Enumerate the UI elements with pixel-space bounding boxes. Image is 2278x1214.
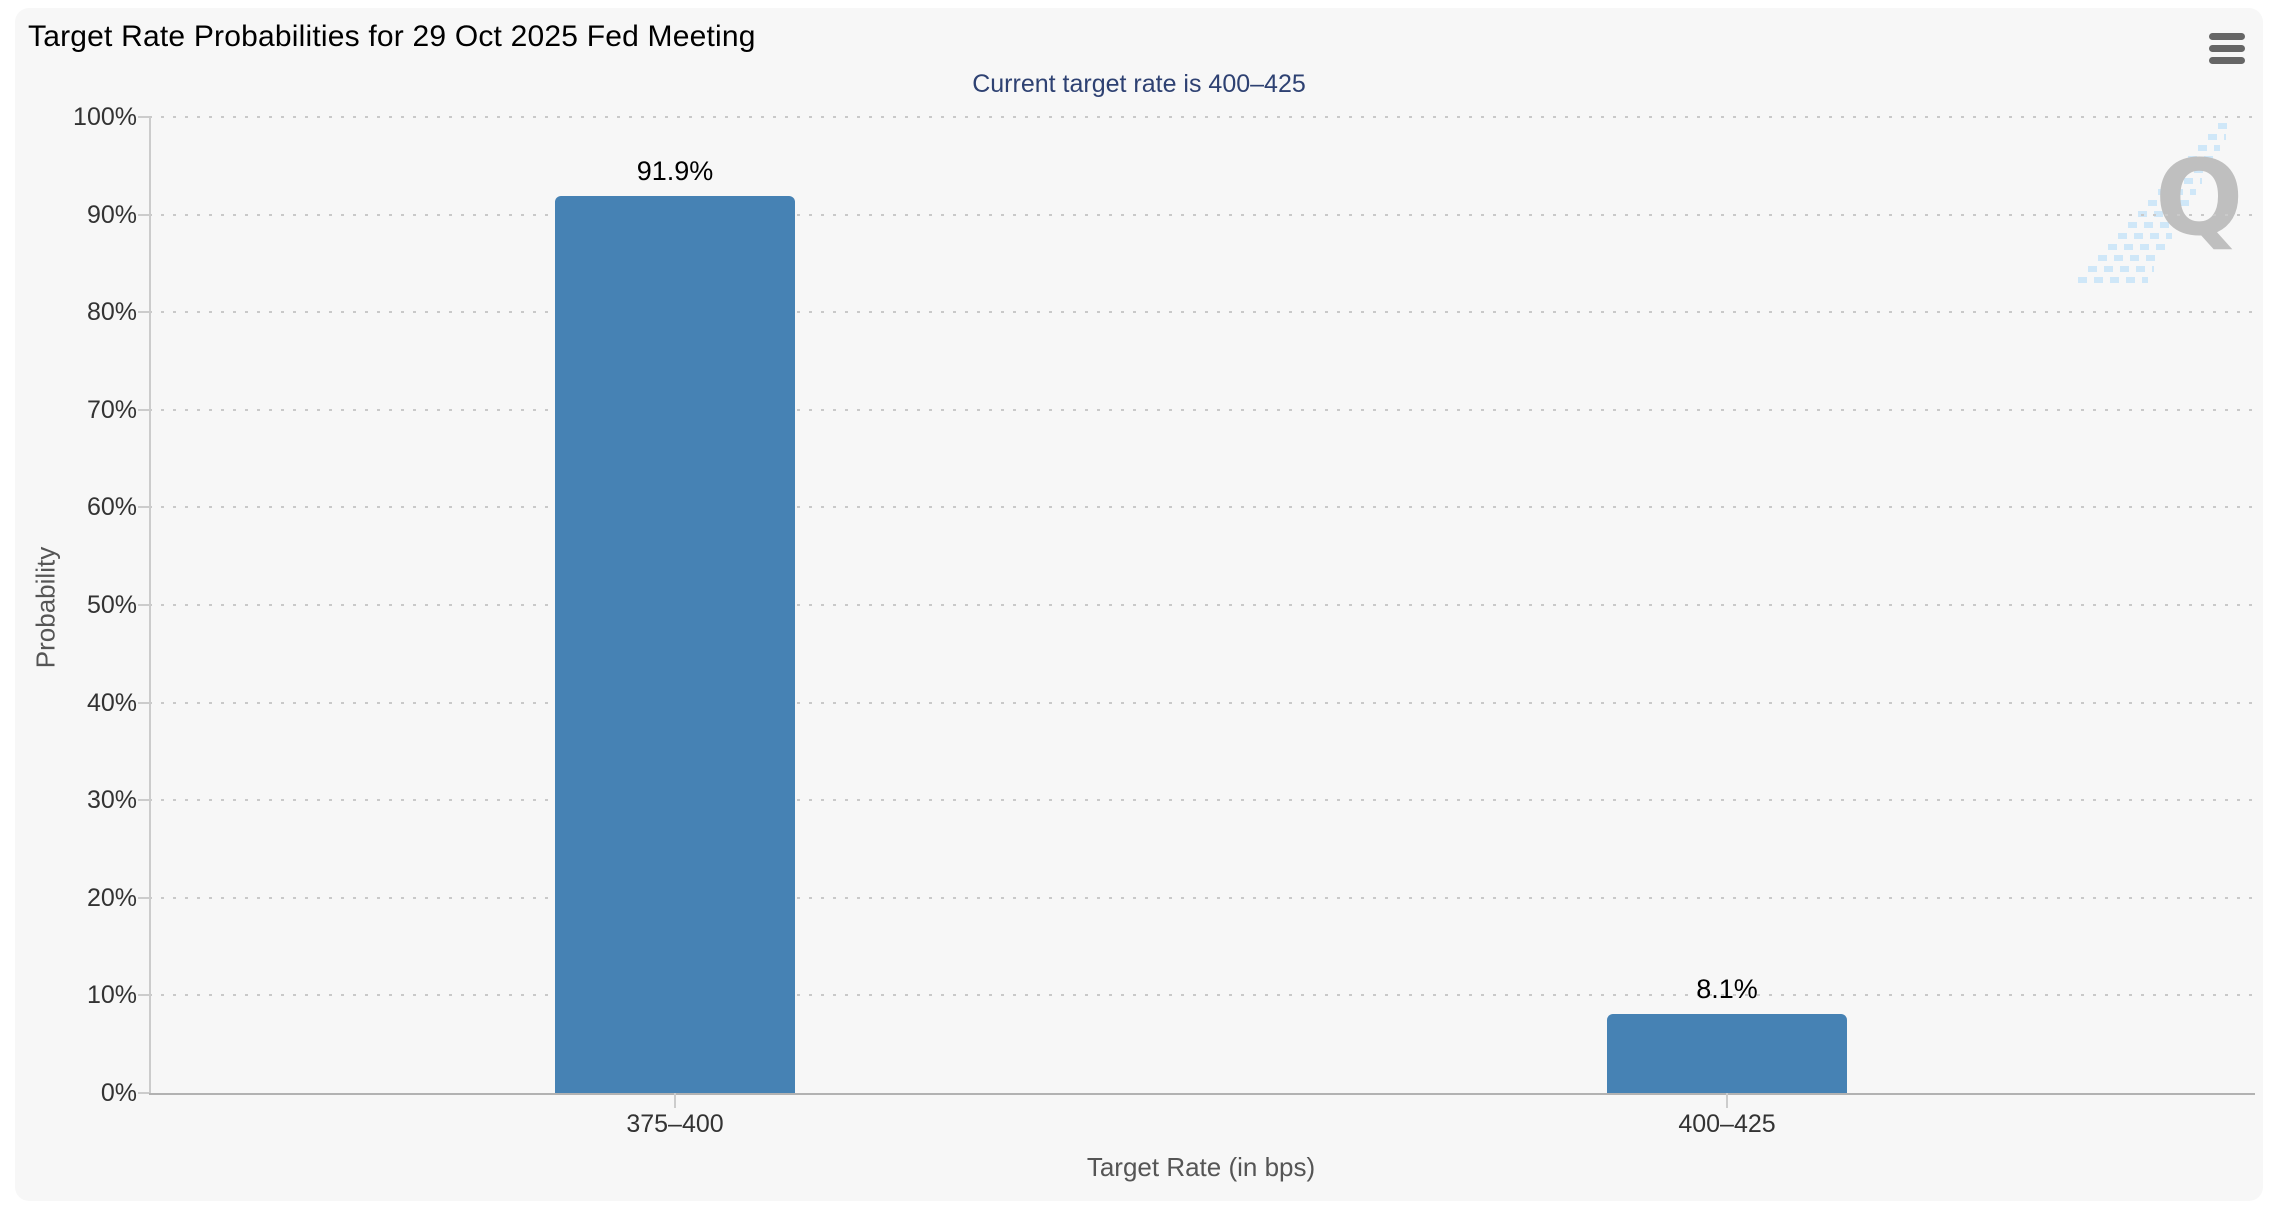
hamburger-menu-icon bbox=[2209, 44, 2245, 52]
y-gridline bbox=[149, 213, 2253, 216]
y-axis-label: 10% bbox=[86, 981, 137, 1010]
y-axis-tick bbox=[138, 896, 149, 899]
chart-title: Target Rate Probabilities for 29 Oct 202… bbox=[28, 20, 756, 53]
y-axis-tick bbox=[138, 701, 149, 704]
x-axis-tick bbox=[674, 1093, 676, 1108]
y-gridline bbox=[149, 604, 2253, 606]
y-axis-label: 80% bbox=[86, 298, 137, 327]
y-gridline bbox=[149, 994, 2253, 997]
y-gridline bbox=[149, 896, 2253, 899]
y-axis-tick bbox=[138, 994, 149, 997]
y-axis-label: 100% bbox=[73, 103, 137, 131]
y-gridline bbox=[149, 408, 2253, 411]
y-axis-line bbox=[149, 117, 151, 1093]
x-axis-label: 375–400 bbox=[626, 1110, 724, 1138]
y-axis-label: 0% bbox=[100, 1079, 137, 1107]
y-axis-tick bbox=[138, 604, 149, 606]
bar-value-label: 91.9% bbox=[636, 156, 714, 187]
y-axis-tick bbox=[138, 506, 149, 509]
x-axis-title: Target Rate (in bps) bbox=[1086, 1152, 1316, 1182]
y-axis-label: 40% bbox=[86, 688, 137, 717]
y-axis-tick bbox=[138, 408, 149, 411]
y-axis-label: 70% bbox=[86, 395, 137, 424]
y-axis-label: 60% bbox=[86, 493, 137, 522]
x-axis-tick bbox=[1726, 1093, 1728, 1108]
y-axis-tick bbox=[138, 799, 149, 802]
y-gridline bbox=[149, 799, 2253, 802]
y-axis-label: 30% bbox=[86, 786, 137, 815]
hamburger-menu-icon bbox=[2209, 56, 2245, 64]
y-axis-tick bbox=[138, 116, 149, 118]
y-axis-label: 50% bbox=[86, 591, 137, 619]
bar-400–425[interactable] bbox=[1607, 1013, 1847, 1093]
y-axis-label: 90% bbox=[86, 200, 137, 229]
x-axis-line bbox=[149, 1093, 2255, 1095]
bar-value-label: 8.1% bbox=[1696, 973, 1758, 1004]
context-menu-button[interactable] bbox=[2195, 22, 2259, 74]
y-gridline bbox=[149, 311, 2253, 314]
y-axis-title: Probability bbox=[30, 546, 61, 669]
hamburger-menu-icon bbox=[2209, 32, 2245, 40]
quandl-watermark: Q bbox=[2070, 118, 2260, 298]
y-axis-label: 20% bbox=[86, 883, 137, 912]
y-axis-tick bbox=[138, 1092, 149, 1094]
y-gridline bbox=[149, 506, 2253, 509]
y-gridline bbox=[149, 116, 2253, 118]
watermark-q-letter: Q bbox=[2155, 137, 2244, 259]
y-gridline bbox=[149, 701, 2253, 704]
x-axis-label: 400–425 bbox=[1678, 1110, 1776, 1138]
y-axis-tick bbox=[138, 213, 149, 216]
y-axis-tick bbox=[138, 311, 149, 314]
chart-subtitle: Current target rate is 400–425 bbox=[972, 70, 1306, 98]
bar-375–400[interactable] bbox=[555, 196, 795, 1093]
